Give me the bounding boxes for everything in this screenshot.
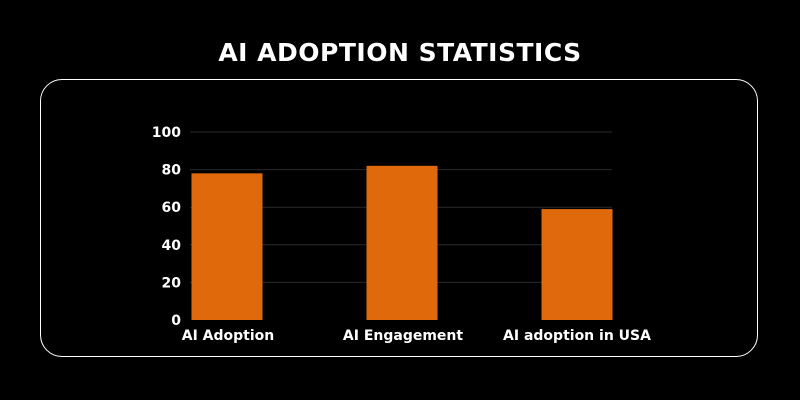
y-tick-label: 0 xyxy=(171,313,181,329)
bar-ai-adoption-in-usa xyxy=(541,209,613,320)
x-category-label: AI Engagement xyxy=(343,328,463,344)
x-axis-labels: AI Adoption AI Engagement AI adoption in U… xyxy=(182,328,651,344)
bar-ai-adoption xyxy=(191,173,263,320)
y-tick-label: 20 xyxy=(162,275,182,291)
y-axis-ticks: 0 20 40 60 80 100 xyxy=(152,125,181,329)
chart-frame xyxy=(40,79,758,357)
bar-ai-engagement xyxy=(366,165,438,320)
y-tick-label: 40 xyxy=(162,238,182,254)
bars xyxy=(191,165,613,320)
y-tick-label: 80 xyxy=(162,163,182,179)
chart-title: AI ADOPTION STATISTICS xyxy=(218,38,582,67)
y-tick-label: 100 xyxy=(152,125,181,141)
x-category-label: AI Adoption xyxy=(182,328,275,344)
x-category-label: AI adoption in USA xyxy=(503,328,651,344)
y-tick-label: 60 xyxy=(162,200,182,216)
